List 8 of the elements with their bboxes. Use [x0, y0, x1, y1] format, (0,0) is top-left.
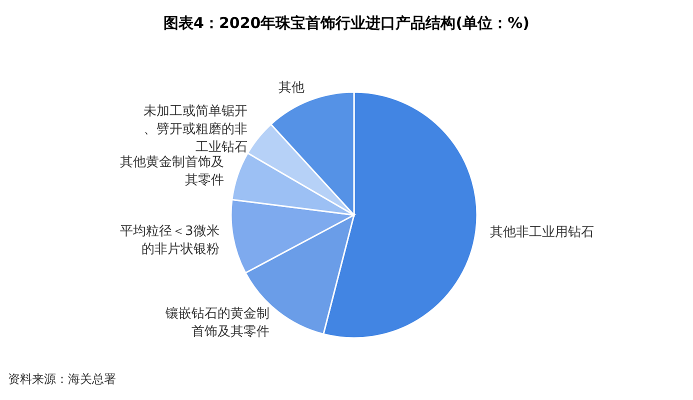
slice-label: 平均粒径＜3微米的非片状银粉 — [120, 223, 220, 256]
slice-label: 未加工或简单锯开、劈开或粗磨的非工业钻石 — [143, 104, 248, 155]
slice-label: 其他黄金制首饰及其零件 — [120, 154, 224, 188]
chart-title: 图表4：2020年珠宝首饰行业进口产品结构(单位：%) — [162, 14, 530, 33]
slice-label: 其他 — [278, 80, 304, 95]
slice-label: 镶嵌钻石的黄金制首饰及其零件 — [164, 306, 270, 340]
text: 资料来源：海关总署 — [8, 371, 116, 388]
slice-label: 其他非工业用钻石 — [490, 224, 594, 240]
